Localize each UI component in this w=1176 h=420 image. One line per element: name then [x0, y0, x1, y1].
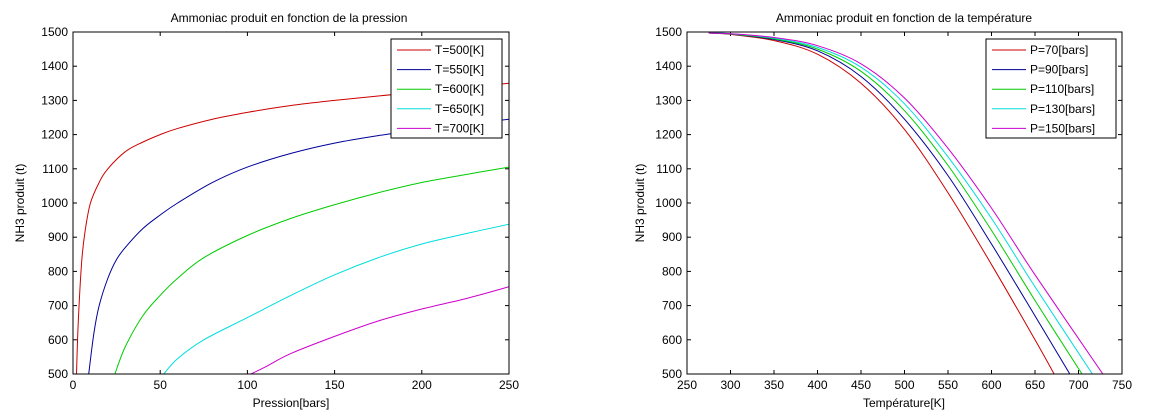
- temperature-chart-ticks: 250 300 350 400 450 500 550 600 650 700 750 500 600 7…: [655, 25, 1132, 392]
- pressure-chart-series-line-3: [114, 166, 509, 374]
- temperature-chart-series-line-5: [708, 32, 1104, 374]
- pressure-chart-xtick-label: 150: [325, 378, 345, 392]
- temperature-chart-ytick-label: 1400: [655, 59, 682, 73]
- temperature-chart-ytick-label: 1000: [655, 196, 682, 210]
- pressure-chart-legend-label-2: T=550[K]: [435, 63, 484, 77]
- temperature-chart-legend: P=70[bars] P=90[bars] P=110[bars] P=130[bar…: [985, 38, 1117, 139]
- temperature-chart-ytick-label: 1200: [655, 128, 682, 142]
- pressure-chart-ytick-label: 1200: [41, 128, 68, 142]
- pressure-chart-ytick-label: 1500: [41, 25, 68, 39]
- temperature-chart-xlabel: Température[K]: [863, 396, 945, 410]
- pressure-chart-ytick-label: 1400: [41, 59, 68, 73]
- pressure-chart-ylabel: NH3 produit (t): [13, 164, 27, 243]
- pressure-chart-legend-label-3: T=600[K]: [435, 82, 484, 96]
- temperature-chart-xtick-label: 700: [1068, 378, 1088, 392]
- temperature-chart-xtick-label: 650: [1025, 378, 1045, 392]
- pressure-chart-ytick-label: 1100: [42, 162, 68, 176]
- pressure-chart-title: Ammoniac produit en fonction de la press…: [171, 11, 408, 25]
- temperature-chart-ytick-label: 600: [662, 333, 682, 347]
- temperature-chart-ytick-label: 1500: [655, 25, 682, 39]
- temperature-chart-xtick-label: 250: [677, 378, 697, 392]
- temperature-chart-title: Ammoniac produit en fonction de la tempé…: [776, 11, 1032, 25]
- temperature-chart-legend-label-1: P=70[bars]: [1030, 43, 1088, 57]
- temperature-chart-legend-label-2: P=90[bars]: [1030, 63, 1088, 77]
- pressure-chart-ytick-label: 1000: [41, 196, 68, 210]
- pressure-chart-series-line-5: [250, 286, 509, 374]
- pressure-chart-legend-box: [390, 38, 503, 139]
- pressure-chart: Ammoniac produit en fonction de la press…: [13, 11, 519, 410]
- temperature-chart-xtick-label: 450: [851, 378, 871, 392]
- temperature-chart-legend-box: [985, 38, 1117, 139]
- temperature-chart-legend-label-5: P=150[bars]: [1030, 121, 1095, 135]
- pressure-chart-ytick-label: 800: [48, 264, 68, 278]
- pressure-chart-series-line-1: [75, 82, 509, 374]
- temperature-chart-ytick-label: 900: [662, 230, 682, 244]
- temperature-chart-ylabel: NH3 produit (t): [633, 164, 647, 243]
- pressure-chart-ytick-label: 600: [48, 333, 68, 347]
- pressure-chart-ytick-label: 700: [48, 299, 68, 313]
- temperature-chart-ytick-label: 1300: [655, 93, 682, 107]
- pressure-chart-series-line-2: [88, 118, 509, 374]
- temperature-chart-legend-label-4: P=130[bars]: [1030, 102, 1095, 116]
- temperature-chart-lines: [708, 32, 1104, 374]
- temperature-chart-series-line-1: [708, 32, 1055, 374]
- pressure-chart-xtick-label: 100: [237, 378, 257, 392]
- temperature-chart-ytick-label: 500: [662, 367, 682, 381]
- pressure-chart-ytick-label: 1300: [41, 93, 68, 107]
- pressure-chart-legend: T=500[K] T=550[K] T=600[K] T=650[K] T=700[K]: [390, 38, 503, 139]
- temperature-chart-xtick-label: 400: [807, 378, 827, 392]
- temperature-chart-xtick-label: 550: [938, 378, 958, 392]
- pressure-chart-ytick-label: 900: [48, 230, 68, 244]
- pressure-chart-xlabel: Pression[bars]: [253, 396, 330, 410]
- temperature-chart-xtick-label: 500: [894, 378, 914, 392]
- temperature-chart-ytick-label: 1100: [656, 162, 682, 176]
- pressure-chart-xtick-label: 200: [412, 378, 432, 392]
- pressure-chart-xtick-label: 0: [70, 378, 77, 392]
- temperature-chart-ytick-label: 800: [662, 264, 682, 278]
- temperature-chart: Ammoniac produit en fonction de la tempé…: [633, 11, 1132, 410]
- temperature-chart-xtick-label: 600: [981, 378, 1001, 392]
- temperature-chart-xtick-label: 350: [764, 378, 784, 392]
- pressure-chart-xtick-label: 50: [154, 378, 168, 392]
- pressure-chart-xtick-label: 250: [499, 378, 519, 392]
- temperature-chart-legend-label-3: P=110[bars]: [1030, 82, 1094, 96]
- pressure-chart-legend-label-1: T=500[K]: [435, 43, 484, 57]
- temperature-chart-xtick-label: 300: [720, 378, 740, 392]
- pressure-chart-ytick-label: 500: [48, 367, 68, 381]
- pressure-chart-plot-area: [72, 31, 510, 375]
- temperature-chart-xtick-label: 750: [1112, 378, 1132, 392]
- temperature-chart-ytick-label: 700: [662, 299, 682, 313]
- pressure-chart-lines: [75, 82, 509, 374]
- pressure-chart-legend-label-5: T=700[K]: [435, 121, 484, 135]
- pressure-chart-series-line-4: [163, 223, 509, 374]
- pressure-chart-legend-label-4: T=650[K]: [435, 102, 484, 116]
- pressure-chart-ticks: 0 50 100 150 200 250 500 600 700 800 900 1000 1100 12…: [41, 25, 519, 392]
- temperature-chart-plot-area: [686, 31, 1123, 375]
